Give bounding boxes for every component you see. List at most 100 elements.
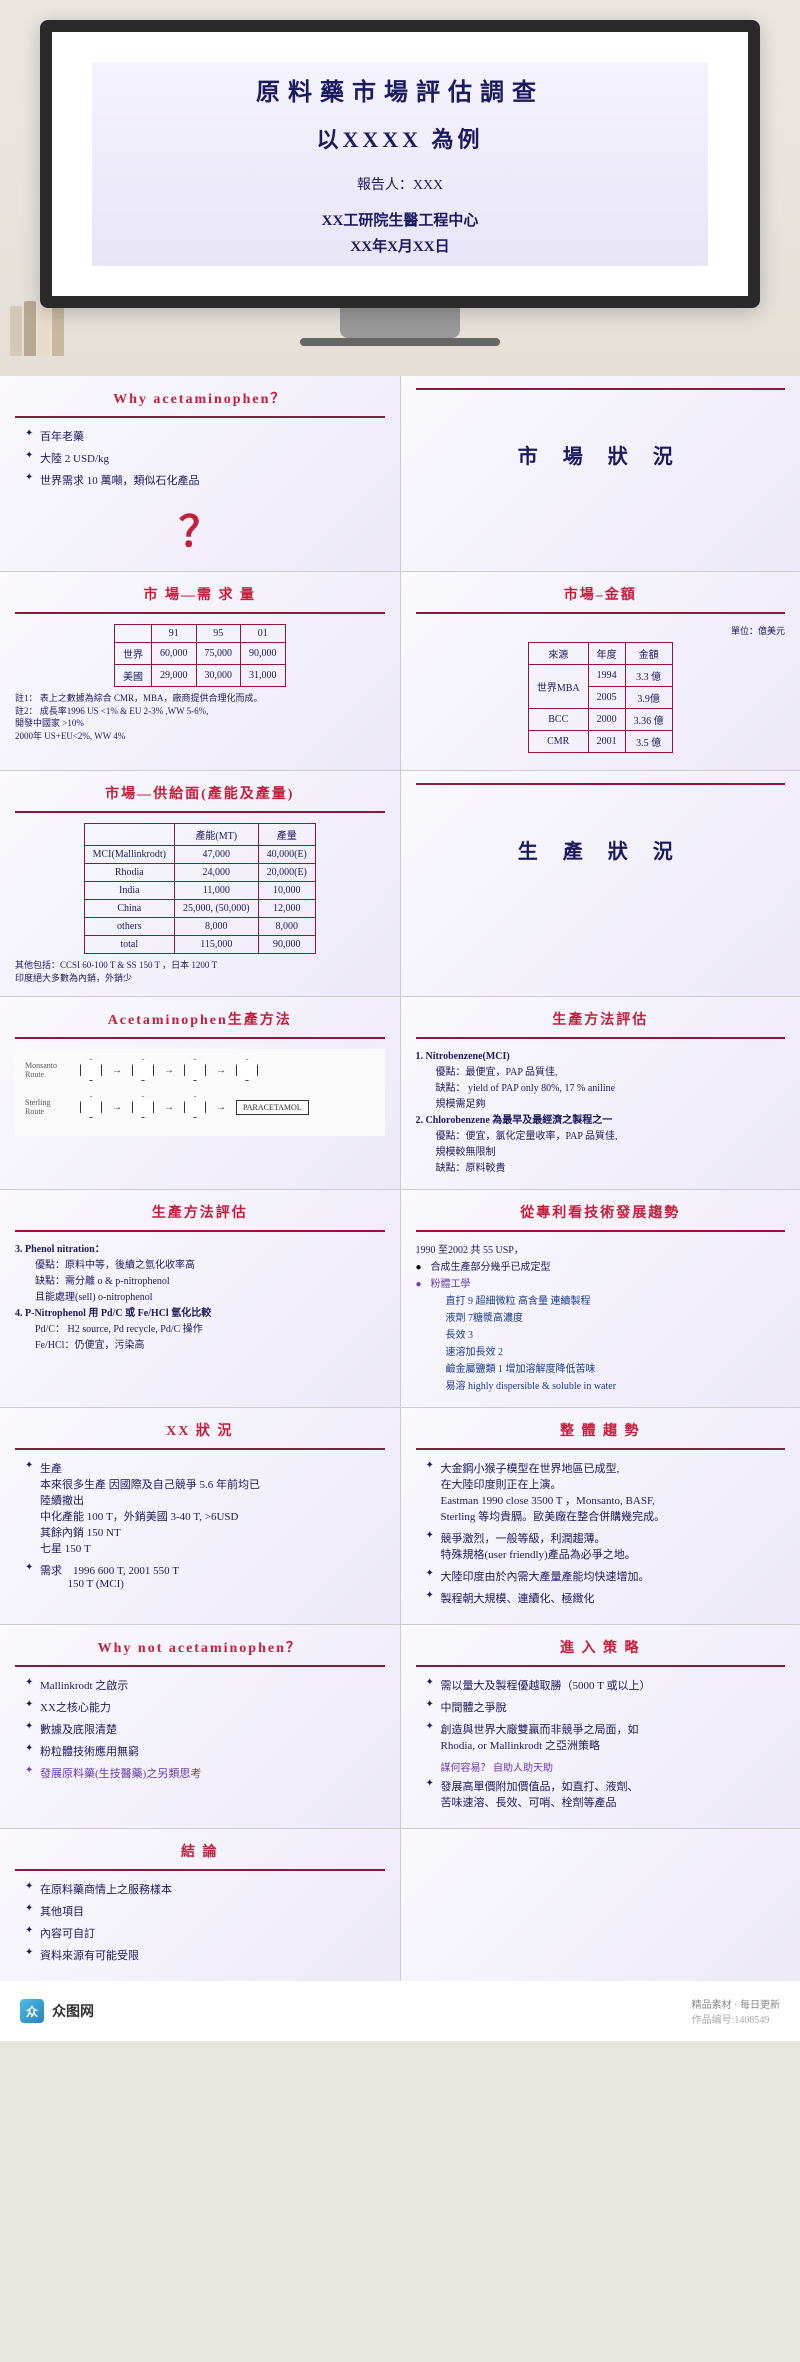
bullet: 創造與世界大廠雙贏而非競爭之局面，如 Rhodia, or Mallinkrod… — [426, 1721, 786, 1753]
section-title: 市 場 狀 況 — [416, 400, 786, 469]
bullet: 競爭激烈，一般等級，利潤趨薄。 特殊規格(user friendly)產品為必爭… — [426, 1530, 786, 1562]
bullet: 製程朝大規模、連續化、極緻化 — [426, 1590, 786, 1606]
product-id: 作品编号:1408549 — [692, 2011, 780, 2026]
patent-content: 1990 至2002 共 55 USP， 合成生產部分幾乎已成定型 粉體工學 直… — [416, 1242, 786, 1395]
divider — [15, 1037, 385, 1039]
divider — [416, 1037, 786, 1039]
tagline: 精品素材 · 每日更新 — [692, 1996, 780, 2011]
footer-right: 精品素材 · 每日更新 作品编号:1408549 — [692, 1996, 780, 2026]
divider — [416, 612, 786, 614]
bullet: 粉粒體技術應用無窮 — [25, 1743, 385, 1759]
main-title: 原料藥市場評估調查 — [92, 72, 708, 107]
demand-table: 919501 世界60,00075,00090,000 美國29,00030,0… — [114, 624, 286, 687]
supply-notes: 其他包括：CCSI 60-100 T & SS 150 T ，日本 1200 T… — [15, 959, 385, 984]
slide-header: 整 體 趨 勢 — [416, 1420, 786, 1440]
divider — [15, 612, 385, 614]
slide-header: 進 入 策 略 — [416, 1637, 786, 1657]
slide-patent: 從專利看技術發展趨勢 1990 至2002 共 55 USP， 合成生產部分幾乎… — [401, 1190, 800, 1407]
footer-logo: 众 众图网 — [20, 1999, 94, 2023]
amount-table: 來源年度金額 世界MBA19943.3 億 20053.9億 BCC20003.… — [528, 642, 673, 753]
divider — [416, 783, 786, 785]
slide-why: Why acetaminophen？ 百年老藥 大陸 2 USD/kg 世界需求… — [0, 376, 400, 571]
slide-market-status: 市 場 狀 況 — [401, 376, 800, 571]
bullet: 百年老藥 — [25, 428, 385, 444]
title-slide: 原料藥市場評估調查 以XXXX 為例 報告人：XXX XX工研院生醫工程中心 X… — [92, 62, 708, 266]
bullet: 中間體之爭脫 — [426, 1699, 786, 1715]
section-title: 生 產 狀 況 — [416, 795, 786, 864]
divider — [416, 388, 786, 390]
title-section: 原料藥市場評估調查 以XXXX 為例 報告人：XXX XX工研院生醫工程中心 X… — [0, 0, 800, 376]
slide-empty — [401, 1829, 800, 1981]
purple-note: 謀何容易？ 自助人助天助 — [416, 1759, 786, 1774]
slide-header: 市 場—需 求 量 — [15, 584, 385, 604]
bullet: 世界需求 10 萬噸，類似石化產品 — [25, 472, 385, 488]
slide-method: Acetaminophen生產方法 Monsanto Route → → → S… — [0, 997, 400, 1189]
organization: XX工研院生醫工程中心 — [92, 209, 708, 230]
divider — [15, 811, 385, 813]
slide-header: Acetaminophen生產方法 — [15, 1009, 385, 1029]
divider — [15, 1230, 385, 1232]
logo-text: 众图网 — [52, 2001, 94, 2021]
bullet: 其他項目 — [25, 1903, 385, 1919]
bullet: 內容可自訂 — [25, 1925, 385, 1941]
divider — [15, 416, 385, 418]
unit-label: 單位：億美元 — [416, 624, 786, 637]
monitor-base — [300, 338, 500, 346]
slides-grid: Why acetaminophen？ 百年老藥 大陸 2 USD/kg 世界需求… — [0, 376, 800, 1981]
bullet: Mallinkrodt 之啟示 — [25, 1677, 385, 1693]
bullet: 發展高單價附加價值品，如直打、液劑、 苦味速溶、長效、可哨、栓劑等產品 — [426, 1778, 786, 1810]
divider — [15, 1448, 385, 1450]
slide-eval2: 生產方法評估 3. Phenol nitration： 優點：原料中等，後續之氫… — [0, 1190, 400, 1407]
books-decoration — [10, 301, 64, 356]
slide-eval1: 生產方法評估 1. Nitrobenzene(MCI) 優點：最便宜，PAP 品… — [401, 997, 800, 1189]
slide-header: 市場—供給面(產能及產量) — [15, 783, 385, 803]
bullet: 大陸印度由於內需大產量產能均快速增加。 — [426, 1568, 786, 1584]
monitor-frame: 原料藥市場評估調查 以XXXX 為例 報告人：XXX XX工研院生醫工程中心 X… — [40, 20, 760, 308]
presenter: 報告人：XXX — [92, 174, 708, 194]
bullet: 生產 本來很多生產 因國際及自己競爭 5.6 年前均已 陸續撤出 中化產能 10… — [25, 1460, 385, 1556]
bullet: 需求 1996 600 T, 2001 550 T 150 T (MCI) — [25, 1562, 385, 1590]
slide-trend: 整 體 趨 勢 大金鋼小猴子模型在世界地區已成型, 在大陸印度則正在上演。 Ea… — [401, 1408, 800, 1624]
bullet: XX之核心能力 — [25, 1699, 385, 1715]
table-notes: 註1： 表上之數據為綜合 CMR，MBA，廠商提供合理化而成。 註2： 成長率1… — [15, 692, 385, 742]
bullet: 在原料藥商情上之服務樣本 — [25, 1881, 385, 1897]
slide-header: 市場–金額 — [416, 584, 786, 604]
whynot-bullets: Mallinkrodt 之啟示 XX之核心能力 數據及底限清楚 粉粒體技術應用無… — [15, 1677, 385, 1781]
conclusion-bullets: 在原料藥商情上之服務樣本 其他項目 內容可自訂 資料來源有可能受限 — [15, 1881, 385, 1963]
why-bullets: 百年老藥 大陸 2 USD/kg 世界需求 10 萬噸，類似石化產品 — [15, 428, 385, 488]
bullet: 數據及底限清楚 — [25, 1721, 385, 1737]
chemistry-diagram: Monsanto Route → → → Sterling Route → → … — [15, 1049, 385, 1136]
bullet: 需以量大及製程優越取勝（5000 T 或以上） — [426, 1677, 786, 1693]
divider — [416, 1448, 786, 1450]
strategy-bullets: 需以量大及製程優越取勝（5000 T 或以上） 中間體之爭脫 創造與世界大廠雙贏… — [416, 1677, 786, 1753]
divider — [416, 1665, 786, 1667]
page-footer: 众 众图网 精品素材 · 每日更新 作品编号:1408549 — [0, 1981, 800, 2041]
slide-amount: 市場–金額 單位：億美元 來源年度金額 世界MBA19943.3 億 20053… — [401, 572, 800, 770]
question-mark: ？ — [15, 498, 385, 559]
divider — [15, 1869, 385, 1871]
logo-icon: 众 — [20, 1999, 44, 2023]
monitor-stand — [340, 308, 460, 338]
divider — [416, 1230, 786, 1232]
slide-header: XX 狀 況 — [15, 1420, 385, 1440]
slide-header: 生產方法評估 — [15, 1202, 385, 1222]
trend-bullets: 大金鋼小猴子模型在世界地區已成型, 在大陸印度則正在上演。 Eastman 19… — [416, 1460, 786, 1606]
slide-header: 從專利看技術發展趨勢 — [416, 1202, 786, 1222]
slide-strategy: 進 入 策 略 需以量大及製程優越取勝（5000 T 或以上） 中間體之爭脫 創… — [401, 1625, 800, 1828]
slide-whynot: Why not acetaminophen？ Mallinkrodt 之啟示 X… — [0, 1625, 400, 1828]
eval-content: 3. Phenol nitration： 優點：原料中等，後續之氫化收率高 缺點… — [15, 1242, 385, 1354]
bullet: 發展原料藥(生技醫藥)之另類思考 — [25, 1765, 385, 1781]
date: XX年X月XX日 — [92, 235, 708, 256]
slide-header: Why not acetaminophen？ — [15, 1637, 385, 1657]
slide-supply: 市場—供給面(產能及產量) 產能(MT)產量 MCI(Mallinkrodt)4… — [0, 771, 400, 996]
bullet: 資料來源有可能受限 — [25, 1947, 385, 1963]
bullet: 大金鋼小猴子模型在世界地區已成型, 在大陸印度則正在上演。 Eastman 19… — [426, 1460, 786, 1524]
sub-title: 以XXXX 為例 — [92, 122, 708, 154]
slide-header: Why acetaminophen？ — [15, 388, 385, 408]
bullet: 大陸 2 USD/kg — [25, 450, 385, 466]
divider — [15, 1665, 385, 1667]
slide-xx-status: XX 狀 況 生產 本來很多生產 因國際及自己競爭 5.6 年前均已 陸續撤出 … — [0, 1408, 400, 1624]
slide-production-status: 生 產 狀 況 — [401, 771, 800, 996]
slide-conclusion: 結 論 在原料藥商情上之服務樣本 其他項目 內容可自訂 資料來源有可能受限 — [0, 1829, 400, 1981]
slide-demand: 市 場—需 求 量 919501 世界60,00075,00090,000 美國… — [0, 572, 400, 770]
